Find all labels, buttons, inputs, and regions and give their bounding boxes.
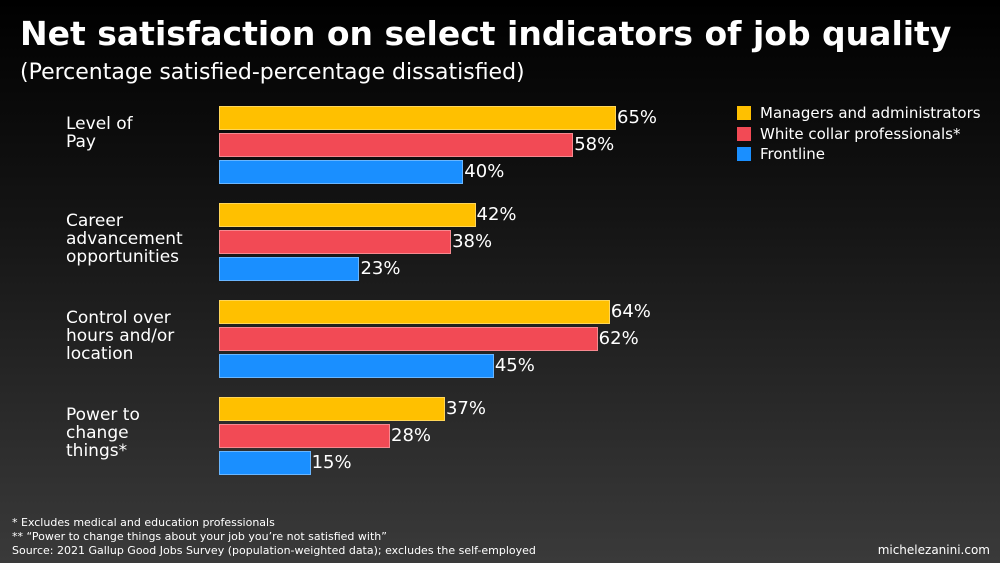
value-label: 23% — [360, 258, 401, 279]
legend-label: White collar professionals* — [760, 124, 961, 143]
footnote: ** “Power to change things about your jo… — [12, 530, 387, 543]
value-label: 40% — [464, 161, 505, 182]
legend-label: Frontline — [760, 145, 826, 163]
credit: michelezanini.com — [877, 543, 990, 557]
category-label: Level of Pay — [66, 114, 133, 152]
footnote: Source: 2021 Gallup Good Jobs Survey (po… — [12, 544, 536, 557]
legend-swatch — [737, 126, 751, 141]
bar — [219, 424, 390, 448]
category-label: Control over hours and/or location — [66, 308, 175, 364]
bar — [219, 300, 610, 324]
value-label: 58% — [574, 134, 615, 155]
value-label: 45% — [494, 355, 535, 376]
bar — [219, 257, 360, 281]
value-label: 37% — [445, 398, 486, 419]
bar — [219, 230, 452, 254]
value-label: 65% — [617, 107, 658, 128]
footnote: * Excludes medical and education profess… — [12, 516, 275, 529]
bar — [219, 133, 574, 157]
value-label: 15% — [311, 452, 352, 473]
chart-subtitle: (Percentage satisfied-percentage dissati… — [20, 60, 525, 85]
value-label: 64% — [610, 301, 651, 322]
bar — [219, 203, 476, 227]
bar — [219, 397, 445, 421]
value-label: 42% — [476, 204, 517, 225]
category-label: Career advancement opportunities — [66, 211, 183, 267]
value-label: 28% — [391, 425, 432, 446]
bar — [219, 327, 598, 351]
bar — [219, 354, 494, 378]
value-label: 38% — [452, 231, 493, 252]
legend-swatch — [737, 106, 751, 120]
bar — [219, 451, 311, 475]
category-label: Power to change things* — [66, 405, 140, 461]
value-label: 62% — [598, 328, 639, 349]
bar — [219, 160, 464, 184]
bar — [219, 106, 616, 130]
legend-label: Managers and administrators — [760, 104, 981, 122]
chart-title: Net satisfaction on select indicators of… — [20, 14, 952, 53]
legend-swatch — [737, 147, 751, 161]
